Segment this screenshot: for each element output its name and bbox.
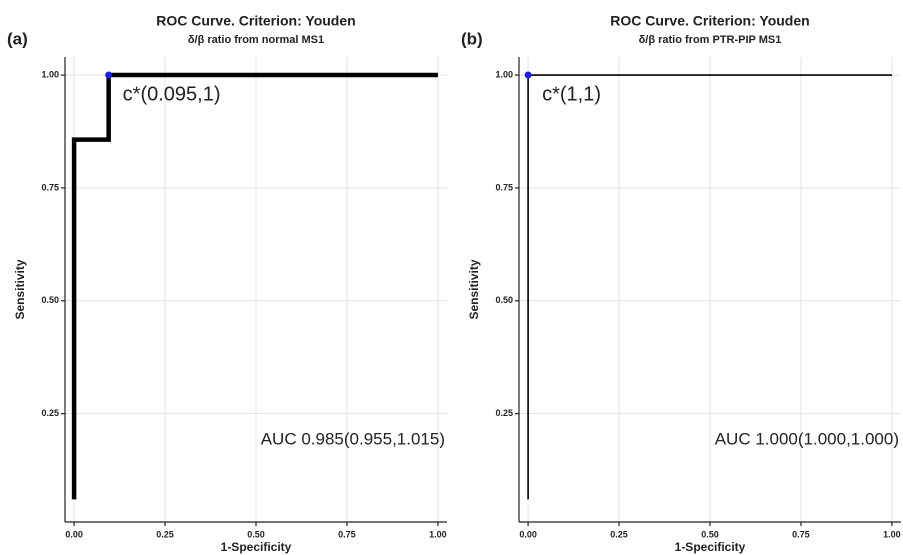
chart-subtitle: δ/β ratio from normal MS1 — [188, 34, 324, 46]
cutpoint-marker — [524, 71, 532, 79]
x-tick-label: 0.25 — [610, 529, 628, 539]
y-tick-label: 1.00 — [41, 69, 59, 79]
roc-curve — [71, 72, 438, 500]
y-tick-label: 1.00 — [495, 69, 513, 79]
panel-label: (b) — [461, 29, 483, 48]
chart-title: ROC Curve. Criterion: Youden — [156, 13, 355, 29]
x-tick-label: 1.00 — [883, 529, 901, 539]
x-tick-label: 0.25 — [156, 529, 174, 539]
x-tick-label: 0.50 — [701, 529, 719, 539]
auc-annotation: AUC 1.000(1.000,1.000) — [715, 429, 899, 448]
auc-annotation: AUC 0.985(0.955,1.015) — [261, 429, 445, 448]
x-tick-label: 0.00 — [65, 529, 83, 539]
y-tick-label: 0.50 — [41, 295, 59, 305]
chart-panel: (a) ROC Curve. Criterion: Youden δ/β ratio… — [7, 13, 447, 554]
y-tick-label: 0.75 — [41, 182, 59, 192]
cutpoint-marker — [105, 71, 113, 79]
x-tick-label: 0.00 — [519, 529, 537, 539]
x-axis-label: 1-Specificity — [221, 540, 292, 554]
chart-title: ROC Curve. Criterion: Youden — [610, 13, 809, 29]
x-tick-label: 1.00 — [429, 529, 447, 539]
y-tick-label: 0.25 — [41, 408, 59, 418]
y-axis-label: Sensitivity — [13, 259, 27, 319]
cutpoint-label: c*(1,1) — [542, 83, 601, 105]
y-tick-label: 0.75 — [495, 182, 513, 192]
chart-subtitle: δ/β ratio from PTR-PIP MS1 — [639, 34, 782, 46]
chart-panel: (b) ROC Curve. Criterion: Youden δ/β ratio… — [461, 13, 901, 554]
x-tick-label: 0.75 — [338, 529, 356, 539]
cutpoint-label: c*(0.095,1) — [123, 83, 221, 105]
panel-label: (a) — [7, 29, 28, 48]
y-tick-label: 0.25 — [495, 408, 513, 418]
x-axis-label: 1-Specificity — [675, 540, 746, 554]
x-tick-label: 0.50 — [247, 529, 265, 539]
y-axis-label: Sensitivity — [467, 259, 481, 319]
y-tick-label: 0.50 — [495, 295, 513, 305]
x-tick-label: 0.75 — [792, 529, 810, 539]
